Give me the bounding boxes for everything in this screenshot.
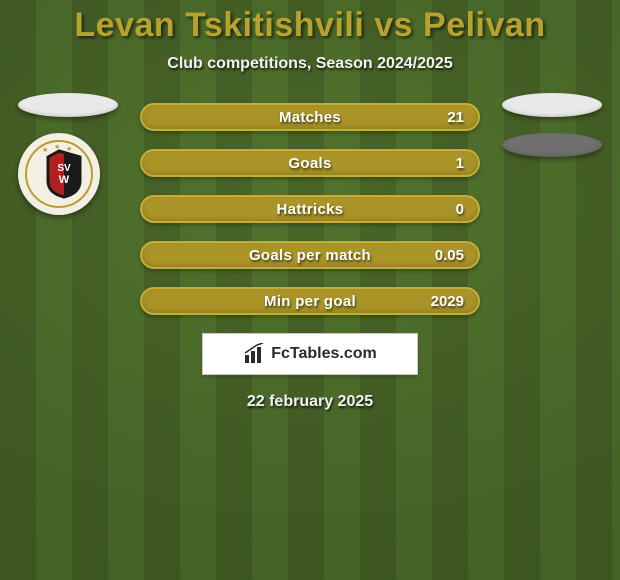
stat-bar: Goals 1 [140,149,480,177]
stat-label: Goals per match [249,247,371,264]
page-subtitle: Club competitions, Season 2024/2025 [0,55,620,73]
stat-value-right: 1 [456,155,464,172]
date-text: 22 february 2025 [0,393,620,411]
stat-label: Hattricks [277,201,344,218]
stat-label: Min per goal [264,293,356,310]
stat-value-right: 21 [447,109,464,126]
svg-text:SV: SV [57,163,71,174]
right-column [502,93,602,173]
stat-label: Matches [279,109,341,126]
brand-box[interactable]: FcTables.com [202,333,418,375]
brand-label: FcTables.com [271,345,377,363]
content-wrapper: Levan Tskitishvili vs Pelivan Club compe… [0,0,620,411]
left-player-oval [18,93,118,117]
stat-bar: Matches 21 [140,103,480,131]
svg-text:★: ★ [42,146,48,154]
club-crest-icon: SV W ★ ★ ★ [24,139,94,209]
page-title: Levan Tskitishvili vs Pelivan [0,6,620,45]
stat-bar: Min per goal 2029 [140,287,480,315]
comparison-area: SV W ★ ★ ★ Matches 21 Goals 1 [0,103,620,411]
stat-row-mpg: Min per goal 2029 [0,287,620,315]
right-player-oval-1 [502,93,602,117]
stat-value-right: 2029 [431,293,464,310]
bar-chart-icon [243,343,265,365]
stat-label: Goals [288,155,331,172]
stat-value-right: 0 [456,201,464,218]
svg-text:★: ★ [54,143,60,151]
svg-text:★: ★ [66,145,72,153]
svg-text:W: W [59,174,70,186]
stat-bar: Hattricks 0 [140,195,480,223]
left-club-badge: SV W ★ ★ ★ [18,133,100,215]
stat-bar: Goals per match 0.05 [140,241,480,269]
stat-value-right: 0.05 [435,247,464,264]
right-player-oval-2 [502,133,602,157]
left-column: SV W ★ ★ ★ [18,93,118,215]
stat-row-gpm: Goals per match 0.05 [0,241,620,269]
